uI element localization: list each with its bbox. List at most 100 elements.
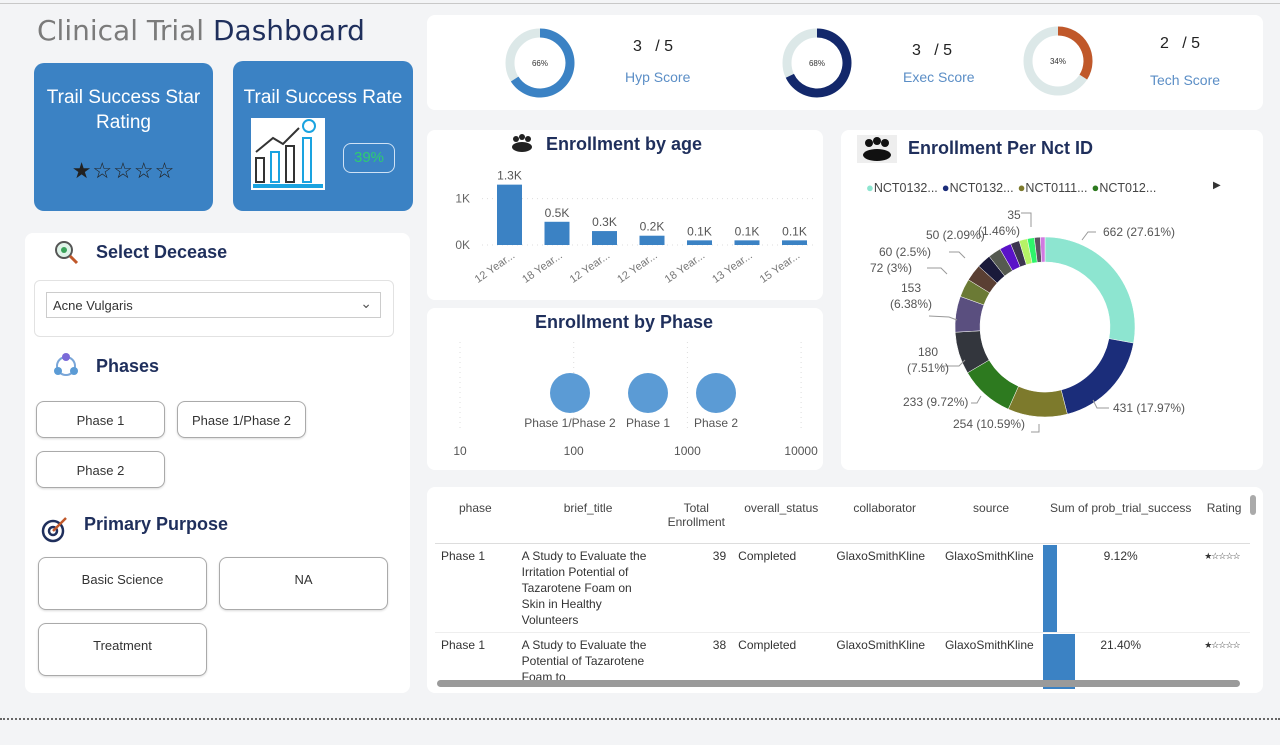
- donut-slice[interactable]: [1039, 236, 1046, 263]
- leader-line: [1021, 212, 1032, 227]
- column-header[interactable]: overall_status: [744, 501, 819, 515]
- disease-label: Select Decease: [96, 242, 228, 262]
- slice-label: 431 (17.97%): [1113, 401, 1185, 415]
- x-tick-label: 15 Year...: [758, 250, 802, 286]
- slice-label: 180: [918, 345, 938, 359]
- legend-next-icon[interactable]: ▶: [1213, 180, 1221, 191]
- horizontal-scrollbar[interactable]: [437, 680, 1240, 687]
- age-bar[interactable]: [782, 240, 807, 245]
- cell-phase: Phase 1: [441, 637, 486, 652]
- bar-data-label: 0.3K: [592, 215, 617, 229]
- age-bar[interactable]: [734, 240, 760, 245]
- vertical-scrollbar[interactable]: [1250, 495, 1256, 515]
- cell-status: Completed: [738, 548, 797, 563]
- cell-enrollment: 38: [712, 637, 727, 652]
- success-rate-value: 39%: [343, 143, 395, 173]
- slice-label: 72 (3%): [870, 261, 912, 275]
- column-header[interactable]: Total Enrollment: [667, 501, 725, 529]
- age-bar[interactable]: [544, 221, 570, 245]
- x-tick-label: 13 Year...: [710, 250, 754, 286]
- phase-1-2-button[interactable]: Phase 1/Phase 2: [177, 401, 306, 438]
- leader-line: [971, 395, 982, 404]
- star-rating-title: Trail Success Star Rating: [46, 87, 201, 133]
- page-title: Clinical Trial Dashboard: [37, 14, 365, 47]
- table-row[interactable]: Phase 1 A Study to Evaluate the Irritatio…: [435, 543, 1250, 632]
- nct-chart-title: Enrollment Per Nct ID: [908, 138, 1094, 158]
- donut-slice[interactable]: [1007, 386, 1068, 418]
- phase-2-button[interactable]: Phase 2: [36, 451, 165, 488]
- x-tick-label: 12 Year...: [568, 250, 612, 286]
- phase-1-button[interactable]: Phase 1: [36, 401, 165, 438]
- bar-data-label: 0.1K: [782, 224, 807, 238]
- column-header[interactable]: Rating: [1206, 501, 1242, 515]
- target-icon: [41, 517, 67, 543]
- bar-data-label: 0.1K: [735, 224, 760, 238]
- leader-line: [1031, 424, 1040, 433]
- phase-chart-title: Enrollment by Phase: [535, 312, 714, 332]
- chevron-down-icon: ⌄: [360, 295, 372, 311]
- score-value: 3 / 5: [912, 42, 953, 59]
- phase-scatter-chart: 10 100 1000 10000 Phase 1/Phase 2 Phase 1 Phas…: [453, 342, 818, 458]
- cell-collaborator: GlaxoSmithKline: [836, 548, 926, 563]
- phase-bubble[interactable]: [696, 373, 736, 413]
- column-header[interactable]: phase: [458, 501, 492, 515]
- leader-line: [927, 267, 948, 275]
- slice-label: 50 (2.09%): [926, 228, 985, 242]
- age-bar[interactable]: [497, 184, 522, 245]
- column-header[interactable]: Sum of prob_trial_success: [1049, 501, 1192, 515]
- legend-item[interactable]: ●NCT0132...: [866, 180, 938, 195]
- prob-bar: [1043, 544, 1057, 632]
- slice-label: (6.38%): [890, 297, 932, 311]
- prob-value: 9.12%: [1103, 548, 1138, 563]
- na-button[interactable]: NA: [219, 557, 388, 610]
- phases-icon: [54, 353, 78, 376]
- legend-item[interactable]: ●NCT0111...: [1017, 180, 1088, 195]
- cell-prob: 21.40%: [1043, 632, 1198, 689]
- people-icon: [512, 134, 532, 152]
- bar-data-label: 0.5K: [545, 206, 570, 220]
- enrollment-age-panel: [427, 130, 823, 300]
- column-header[interactable]: source: [973, 501, 1010, 515]
- score-value: 2 / 5: [1160, 35, 1201, 52]
- treatment-button[interactable]: Treatment: [38, 623, 207, 676]
- tech-score-gauge: 34%: [1023, 26, 1093, 96]
- growth-chart-icon: [251, 118, 325, 190]
- x-tick-label: 10000: [784, 444, 818, 458]
- column-header[interactable]: collaborator: [853, 501, 917, 515]
- age-bar[interactable]: [592, 231, 617, 245]
- cell-collaborator: GlaxoSmithKline: [836, 637, 926, 652]
- cell-source: GlaxoSmithKline: [944, 548, 1034, 563]
- score-label: Tech Score: [1150, 72, 1221, 88]
- slice-label: 233 (9.72%): [903, 395, 968, 409]
- legend-dot-icon: ●: [1017, 180, 1026, 195]
- success-rate-card: Trail Success Rate 39%: [233, 61, 413, 211]
- donut-slice[interactable]: [1044, 236, 1136, 344]
- disease-dropdown-value: Acne Vulgaris: [53, 298, 133, 313]
- prob-value: 21.40%: [1100, 637, 1142, 652]
- disease-dropdown[interactable]: Acne Vulgaris ⌄: [46, 292, 381, 318]
- gauge-percent: 34%: [1050, 57, 1066, 66]
- legend-dot-icon: ●: [941, 180, 950, 195]
- legend-item[interactable]: ●NCT012...: [1091, 180, 1157, 195]
- phase-bubble[interactable]: [628, 373, 668, 413]
- hyp-score-gauge: 66%: [505, 28, 575, 98]
- group-icon: [857, 135, 897, 163]
- age-bar[interactable]: [639, 235, 665, 245]
- legend-item[interactable]: ●NCT0132...: [941, 180, 1014, 195]
- gauge-fill: [1058, 26, 1093, 80]
- column-header[interactable]: brief_title: [563, 501, 613, 515]
- slice-label: 153: [901, 281, 921, 295]
- star-rating-stars: ★☆☆☆☆: [71, 158, 176, 183]
- bubble-label: Phase 1/Phase 2: [524, 416, 616, 430]
- age-bar[interactable]: [687, 240, 712, 245]
- cell-rating: ★☆☆☆☆: [1204, 639, 1240, 650]
- cell-enrollment: 39: [712, 548, 727, 563]
- disease-slicer: [34, 280, 394, 337]
- nct-legend: ●NCT0132... ●NCT0132... ●NCT0111... ●NCT012…: [866, 180, 1160, 195]
- slice-label: (7.51%): [907, 361, 949, 375]
- basic-science-button[interactable]: Basic Science: [38, 557, 207, 610]
- nct-donut-chart: 662 (27.61%) 431 (17.97%) 254 (10.59%) 233 …: [870, 208, 1185, 433]
- phase-bubble[interactable]: [550, 373, 590, 413]
- trials-table-panel: phase brief_title Total Enrollment overall_…: [427, 487, 1263, 693]
